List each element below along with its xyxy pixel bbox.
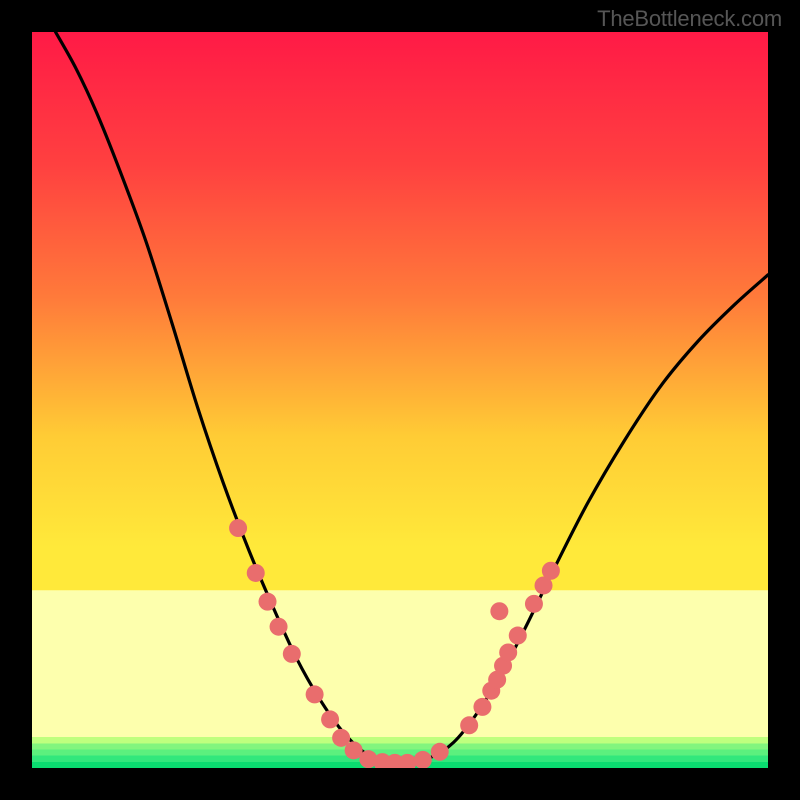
marker-point	[306, 685, 324, 703]
marker-point	[431, 743, 449, 761]
marker-point	[321, 710, 339, 728]
marker-point	[259, 593, 277, 611]
gradient-background	[32, 32, 768, 768]
marker-point	[490, 602, 508, 620]
marker-point	[509, 627, 527, 645]
marker-point	[525, 595, 543, 613]
marker-point	[247, 564, 265, 582]
marker-point	[229, 519, 247, 537]
chart-svg	[32, 32, 768, 768]
marker-point	[499, 643, 517, 661]
chart-outer: TheBottleneck.com	[0, 0, 800, 800]
marker-point	[270, 618, 288, 636]
watermark-text: TheBottleneck.com	[597, 6, 782, 32]
marker-point	[473, 698, 491, 716]
marker-point	[460, 716, 478, 734]
marker-point	[283, 645, 301, 663]
marker-point	[542, 562, 560, 580]
chart-inner	[32, 32, 768, 768]
